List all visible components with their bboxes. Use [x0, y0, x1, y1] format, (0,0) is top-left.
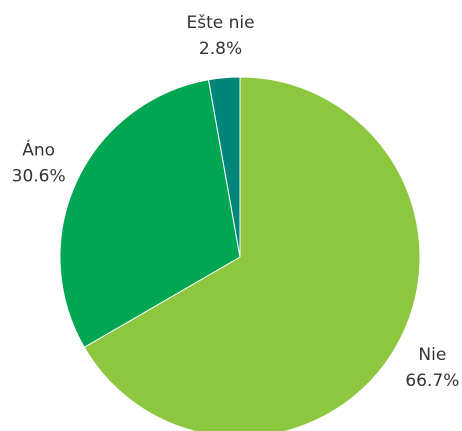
- pie-slice: [59, 79, 241, 349]
- pie-slice: [207, 76, 241, 258]
- slice-value-label: 66.7%: [405, 371, 459, 391]
- slice-label: Ešte nie: [186, 13, 254, 33]
- pie-slice: [83, 76, 421, 431]
- slice-label: Nie: [418, 345, 446, 365]
- slice-value-label: 30.6%: [12, 167, 66, 187]
- slice-value-label: 2.8%: [199, 39, 242, 59]
- slice-label: Áno: [22, 139, 55, 161]
